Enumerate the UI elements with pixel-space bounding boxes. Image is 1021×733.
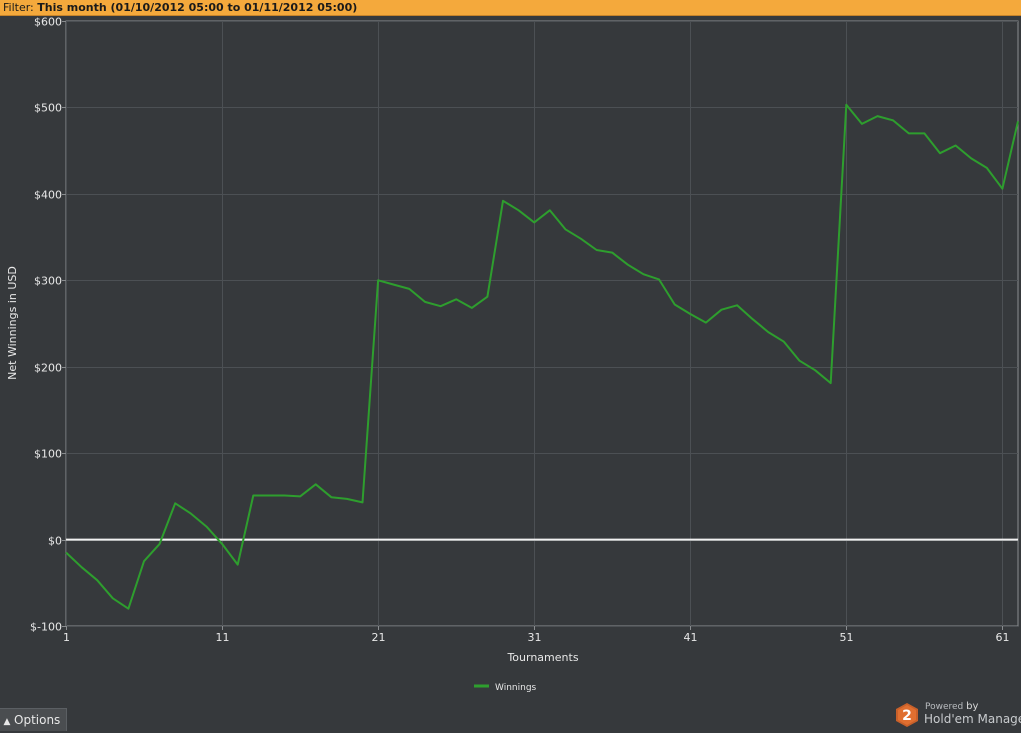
options-label: Options [14,713,61,727]
x-axis-label: Tournaments [506,651,578,664]
filter-value: This month (01/10/2012 05:00 to 01/11/20… [37,1,358,14]
legend-label-winnings: Winnings [495,683,537,693]
x-tick-label: 51 [840,631,854,644]
chevron-up-icon: ▲ [3,717,11,727]
legend: Winnings [474,683,537,693]
y-tick-label: $0 [48,535,62,548]
y-tick-label: $600 [34,16,62,29]
filter-bar: Filter: This month (01/10/2012 05:00 to … [0,0,1021,16]
x-tick-label: 21 [372,631,386,644]
y-tick-label: $200 [34,362,62,375]
y-tick-label: $400 [34,189,62,202]
y-axis-ticks: $-100 $0 $100 $200 $300 $400 $500 $600 [30,16,66,634]
filter-label: Filter: [3,1,34,14]
svg-text:2: 2 [902,708,912,724]
x-tick-label: 31 [528,631,542,644]
options-button[interactable]: ▲ Options [0,708,67,731]
y-tick-label: $300 [34,275,62,288]
x-tick-label: 41 [684,631,698,644]
y-tick-label: $-100 [30,621,62,634]
plot-area-border [65,20,1019,627]
hm2-badge-icon: 2 [896,703,918,727]
x-tick-label: 11 [216,631,230,644]
powered-by-text: Powered by [925,701,979,712]
y-tick-label: $100 [34,448,62,461]
chart-grid [65,20,1019,627]
holdem-manager-logo: 2 Powered by Hold'em Manager [894,701,1021,729]
winnings-series-line [65,103,1019,610]
y-tick-label: $500 [34,102,62,115]
brand-name: Hold'em Manager [924,712,1021,726]
x-axis-ticks: 1 11 21 31 41 51 61 [63,626,1010,644]
y-axis-label: Net Winnings in USD [6,266,19,380]
x-tick-label: 1 [63,631,70,644]
x-tick-label: 61 [996,631,1010,644]
